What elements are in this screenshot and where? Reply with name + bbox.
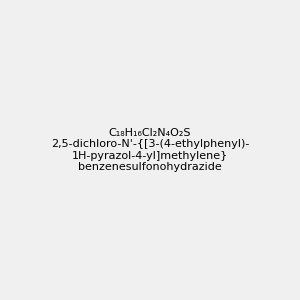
Text: C₁₈H₁₆Cl₂N₄O₂S
2,5-dichloro-N'-{[3-(4-ethylphenyl)-
1H-pyrazol-4-yl]methylene}
b: C₁₈H₁₆Cl₂N₄O₂S 2,5-dichloro-N'-{[3-(4-et…: [51, 128, 249, 172]
